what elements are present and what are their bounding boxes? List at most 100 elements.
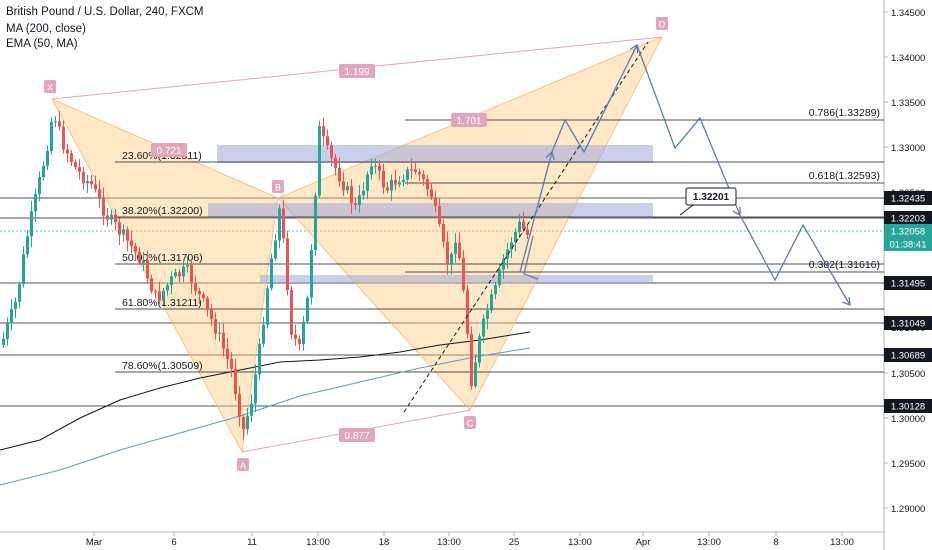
candle-body (474, 362, 477, 387)
candle-body (58, 121, 61, 127)
candle-body (226, 348, 229, 359)
candle-body (254, 374, 257, 404)
dashed-trend-line (403, 41, 649, 413)
fib-retracement-label: 38.20%(1.32200) (122, 205, 203, 217)
candle-body (338, 167, 341, 182)
pattern-ratio-label: 1.199 (344, 67, 369, 78)
symbol-title[interactable]: British Pound / U.S. Dollar, 240, FXCM (6, 6, 204, 18)
candle-body (18, 284, 21, 302)
pattern-point-marker (272, 180, 284, 193)
candle-body (182, 266, 185, 277)
candle-body (126, 229, 129, 241)
candle-body (314, 195, 317, 251)
candle-body (210, 309, 213, 320)
price-badge-label: 1.32058 (891, 227, 925, 238)
time-tick-label: Mar (86, 537, 102, 548)
candle-body (294, 334, 297, 339)
candle-body (366, 174, 369, 191)
pattern-point-label: D (659, 20, 666, 30)
candle-body (38, 177, 41, 195)
candle-body (506, 249, 509, 259)
candle-body (322, 126, 325, 137)
price-badge (884, 224, 932, 238)
candle-body (62, 126, 65, 150)
pattern-ratio-box (339, 428, 375, 442)
callout-pointer (679, 204, 694, 216)
pattern-point-label: C (467, 419, 474, 429)
candle-body (378, 165, 381, 171)
pattern-ratio-label: 0.877 (344, 431, 369, 442)
candle-body (114, 214, 117, 223)
price-tick-label: 1.29500 (891, 459, 925, 470)
price-tick-label: 1.34000 (891, 53, 925, 64)
candle-body (134, 246, 137, 252)
candle-body (386, 187, 389, 191)
candle-body (302, 321, 305, 345)
price-badge-label: 1.31495 (891, 279, 925, 290)
candle-body (490, 294, 493, 311)
candle-body (218, 332, 221, 334)
candle-body (250, 403, 253, 416)
candle-body (118, 222, 121, 235)
pattern-point-label: X (47, 83, 53, 93)
candle-body (78, 167, 81, 172)
candle-body (326, 136, 329, 146)
support-zone (260, 275, 653, 283)
projected-path (519, 43, 851, 306)
candle-body (402, 179, 405, 183)
candle-body (90, 180, 93, 185)
candle-body (442, 224, 445, 242)
pattern-ratio-box (451, 113, 487, 127)
price-tick-label: 1.30500 (891, 369, 925, 380)
ma-indicator-label[interactable]: MA (200, close) (6, 23, 86, 35)
candle-body (222, 332, 225, 349)
fib-retracement-label: 50.00%(1.31706) (122, 252, 203, 264)
candle-body (170, 276, 173, 286)
candle-body (214, 319, 217, 334)
time-tick-label: 25 (509, 537, 520, 548)
candle-body (198, 291, 201, 295)
candle-body (486, 310, 489, 319)
time-tick-label: 13:00 (437, 537, 461, 548)
candle-body (34, 194, 37, 212)
candle-body (298, 338, 301, 345)
time-tick-label: 8 (773, 537, 778, 548)
candle-body (334, 157, 337, 168)
projection-arrowhead (629, 43, 639, 54)
candle-body (86, 180, 89, 184)
candle-body (430, 189, 433, 198)
candle-body (110, 214, 113, 220)
candle-body (22, 254, 25, 285)
price-badge (884, 237, 932, 251)
candle-body (510, 242, 513, 250)
candle-body (446, 241, 449, 265)
projection-arrowhead (545, 150, 555, 161)
time-tick-label: 13:00 (830, 537, 854, 548)
candle-body (478, 336, 481, 363)
pattern-point-marker (44, 80, 56, 93)
fib-retracement-label: 78.60%(1.30509) (122, 360, 203, 372)
candle-body (390, 179, 393, 191)
ema-indicator-label[interactable]: EMA (50, MA) (6, 38, 78, 50)
fib-retracement-label: 61.80%(1.31211) (122, 297, 202, 309)
price-badge (884, 211, 932, 225)
candle-body (458, 242, 461, 258)
candle-body (6, 323, 9, 339)
pattern-point-marker (237, 458, 249, 471)
candle-body (410, 169, 413, 171)
candle-body (494, 285, 497, 295)
pattern-point-label: A (240, 461, 246, 471)
candle-body (158, 291, 161, 301)
candle-body (282, 208, 285, 239)
ema50-line (0, 347, 531, 486)
callout-box (685, 187, 737, 206)
candle-body (498, 269, 501, 286)
candle-body (370, 166, 373, 175)
candle-body (186, 265, 189, 267)
candle-body (26, 236, 29, 255)
candle-body (146, 260, 149, 279)
pattern-point-marker (464, 416, 476, 429)
candle-body (234, 368, 237, 395)
candle-body (398, 182, 401, 185)
